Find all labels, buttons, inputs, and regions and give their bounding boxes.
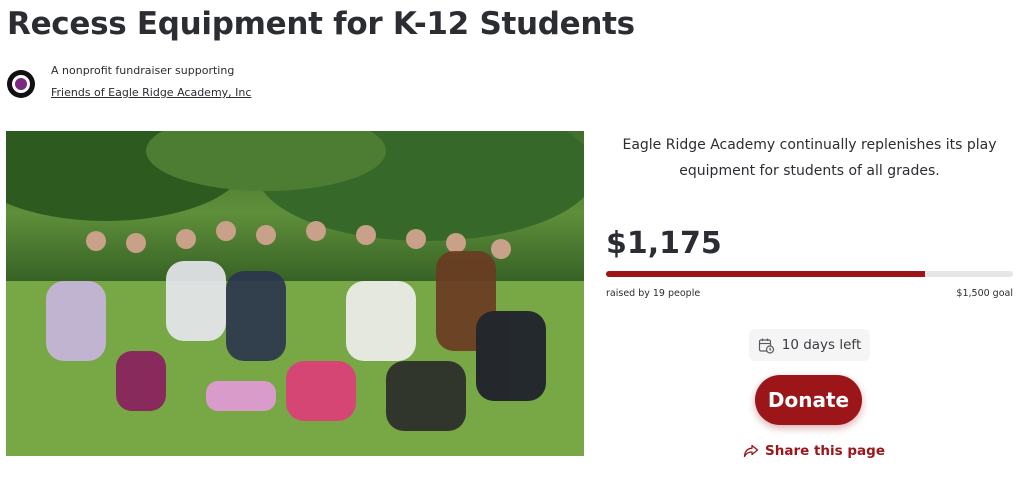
fundraising-goal: $1,500 goal	[956, 288, 1013, 299]
donor-count: raised by 19 people	[606, 288, 701, 299]
page-title: Recess Equipment for K-12 Students	[7, 6, 635, 42]
fundraiser-description: Eagle Ridge Academy continually replenis…	[622, 137, 997, 179]
progress-bar-fill	[606, 271, 925, 277]
share-arrow-icon	[743, 444, 759, 458]
share-page-link[interactable]: Share this page	[743, 443, 885, 459]
calendar-clock-icon	[758, 338, 774, 354]
fundraiser-photo	[6, 131, 584, 456]
fundraiser-subtitle: A nonprofit fundraiser supporting	[51, 64, 235, 77]
progress-bar	[606, 271, 1013, 277]
group-photo-icon	[6, 131, 584, 456]
donate-button[interactable]: Donate	[755, 375, 862, 425]
days-left-text: 10 days left	[781, 337, 862, 353]
organization-link[interactable]: Friends of Eagle Ridge Academy, Inc	[51, 86, 252, 99]
amount-raised: $1,175	[606, 226, 722, 261]
days-left-badge: 10 days left	[749, 329, 870, 361]
share-label: Share this page	[765, 443, 885, 459]
organization-logo-icon[interactable]	[7, 70, 35, 98]
